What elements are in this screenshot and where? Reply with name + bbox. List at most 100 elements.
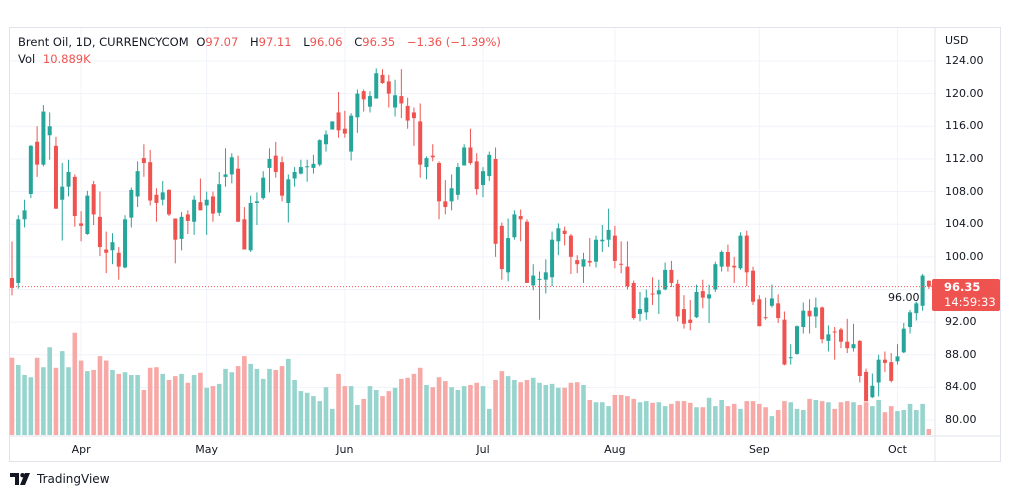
candle[interactable] bbox=[399, 69, 404, 119]
candle[interactable] bbox=[261, 171, 266, 200]
candle[interactable] bbox=[568, 233, 573, 274]
candle[interactable] bbox=[581, 252, 586, 283]
candle[interactable] bbox=[116, 247, 121, 280]
candle[interactable] bbox=[210, 191, 215, 222]
candle[interactable] bbox=[10, 241, 14, 296]
candle[interactable] bbox=[876, 354, 881, 397]
candle[interactable] bbox=[405, 97, 410, 129]
candle[interactable] bbox=[612, 225, 617, 269]
candle[interactable] bbox=[663, 262, 668, 291]
candle[interactable] bbox=[292, 167, 297, 187]
candle[interactable] bbox=[361, 89, 366, 112]
candle[interactable] bbox=[342, 110, 347, 138]
candle[interactable] bbox=[926, 280, 931, 289]
candle[interactable] bbox=[474, 153, 479, 195]
candle[interactable] bbox=[537, 271, 542, 320]
candle[interactable] bbox=[920, 273, 925, 311]
candle[interactable] bbox=[204, 191, 209, 235]
candle[interactable] bbox=[330, 121, 335, 130]
candle[interactable] bbox=[694, 284, 699, 319]
candle[interactable] bbox=[713, 261, 718, 292]
candle[interactable] bbox=[16, 215, 21, 289]
candle[interactable] bbox=[185, 210, 190, 234]
candle[interactable] bbox=[298, 159, 303, 175]
candle[interactable] bbox=[895, 344, 900, 365]
candle[interactable] bbox=[681, 295, 686, 329]
candle[interactable] bbox=[487, 151, 492, 181]
candle[interactable] bbox=[725, 244, 730, 272]
candle[interactable] bbox=[85, 190, 90, 235]
candle[interactable] bbox=[788, 344, 793, 365]
candle[interactable] bbox=[468, 128, 473, 165]
candle[interactable] bbox=[688, 300, 693, 331]
candle[interactable] bbox=[273, 141, 278, 178]
candle[interactable] bbox=[481, 167, 485, 198]
candle[interactable] bbox=[91, 180, 96, 226]
candle[interactable] bbox=[129, 187, 134, 228]
candle[interactable] bbox=[192, 195, 197, 235]
candle[interactable] bbox=[443, 180, 448, 215]
candle[interactable] bbox=[236, 155, 241, 222]
candle[interactable] bbox=[148, 149, 153, 206]
candle[interactable] bbox=[311, 154, 316, 174]
candle[interactable] bbox=[889, 353, 894, 383]
tradingview-logo[interactable]: TradingView bbox=[10, 472, 110, 486]
candle[interactable] bbox=[493, 147, 498, 257]
candle[interactable] bbox=[41, 105, 46, 167]
candle[interactable] bbox=[424, 156, 429, 180]
candle[interactable] bbox=[242, 207, 247, 250]
candle[interactable] bbox=[154, 188, 159, 222]
volume-label[interactable]: Vol bbox=[18, 52, 36, 66]
candle[interactable] bbox=[531, 264, 536, 291]
candle[interactable] bbox=[807, 299, 812, 334]
candle[interactable] bbox=[700, 279, 705, 309]
candle[interactable] bbox=[223, 148, 228, 187]
candle[interactable] bbox=[769, 284, 774, 308]
candle[interactable] bbox=[60, 163, 65, 241]
candle[interactable] bbox=[543, 259, 548, 294]
candle[interactable] bbox=[418, 103, 423, 178]
candle[interactable] bbox=[757, 295, 762, 327]
candle[interactable] bbox=[820, 306, 825, 344]
candle[interactable] bbox=[217, 171, 222, 217]
candle[interactable] bbox=[449, 174, 454, 211]
candle[interactable] bbox=[349, 113, 354, 161]
candle[interactable] bbox=[851, 323, 856, 352]
candle[interactable] bbox=[336, 92, 341, 138]
candle[interactable] bbox=[864, 368, 869, 402]
candle[interactable] bbox=[719, 250, 724, 272]
candle[interactable] bbox=[795, 325, 799, 355]
candle[interactable] bbox=[380, 69, 385, 84]
candle[interactable] bbox=[575, 255, 580, 274]
candle[interactable] bbox=[556, 223, 561, 256]
candle[interactable] bbox=[625, 241, 630, 290]
candle[interactable] bbox=[367, 91, 372, 113]
candle[interactable] bbox=[430, 144, 435, 162]
candle[interactable] bbox=[411, 107, 416, 146]
candle[interactable] bbox=[870, 373, 875, 399]
candle[interactable] bbox=[167, 189, 171, 217]
candle[interactable] bbox=[801, 302, 806, 334]
candle[interactable] bbox=[305, 159, 310, 182]
candle[interactable] bbox=[524, 219, 529, 283]
candle[interactable] bbox=[267, 148, 272, 193]
candle[interactable] bbox=[324, 130, 328, 152]
candle[interactable] bbox=[901, 322, 906, 354]
candle[interactable] bbox=[355, 89, 360, 133]
candle[interactable] bbox=[386, 74, 391, 108]
candle[interactable] bbox=[437, 161, 442, 220]
candle[interactable] bbox=[675, 279, 680, 322]
candle[interactable] bbox=[882, 351, 887, 372]
candle[interactable] bbox=[28, 145, 33, 199]
candle[interactable] bbox=[53, 136, 58, 209]
candle[interactable] bbox=[587, 238, 592, 267]
candle[interactable] bbox=[631, 280, 636, 320]
candle[interactable] bbox=[72, 174, 77, 227]
candle[interactable] bbox=[141, 144, 146, 177]
candle[interactable] bbox=[79, 211, 84, 242]
candle[interactable] bbox=[782, 311, 787, 366]
candle[interactable] bbox=[393, 79, 398, 117]
candle[interactable] bbox=[914, 301, 919, 321]
candle[interactable] bbox=[123, 215, 128, 269]
candle[interactable] bbox=[173, 218, 178, 264]
